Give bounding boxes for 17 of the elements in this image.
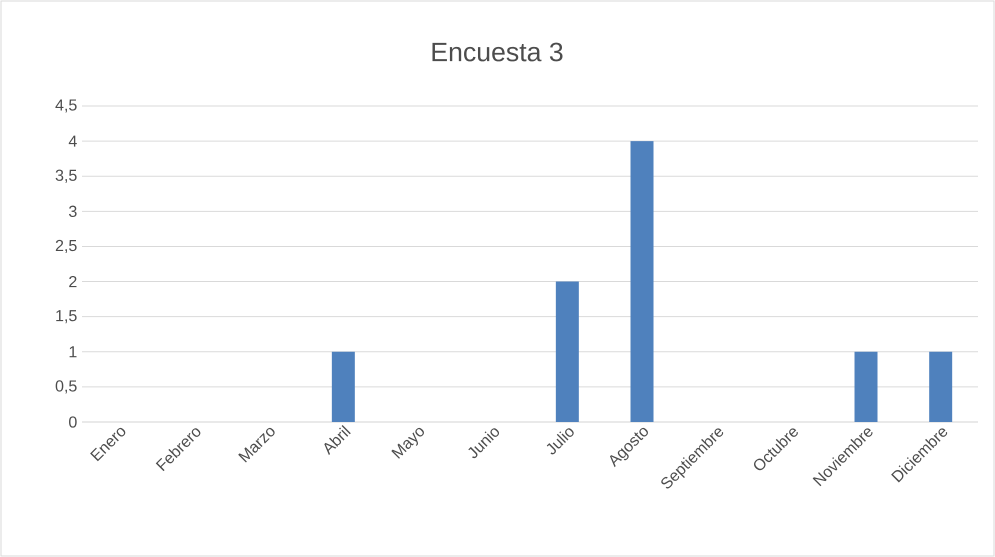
bar xyxy=(854,352,878,422)
bar xyxy=(332,352,355,422)
y-tick-label: 4,5 xyxy=(55,99,77,113)
y-tick-label: 0,5 xyxy=(56,380,77,394)
bar xyxy=(929,352,952,422)
bar xyxy=(630,141,654,422)
y-tick-label: 3,5 xyxy=(56,170,77,183)
y-tick-label: 4 xyxy=(68,136,77,147)
chart-title: Encuesta 3 xyxy=(432,42,563,62)
y-tick-label: 0 xyxy=(69,416,77,428)
y-tick-label: 1 xyxy=(70,346,77,358)
x-tick-label: Julio xyxy=(546,428,574,454)
y-tick-label: 2,5 xyxy=(56,240,77,254)
y-tick-label: 1,5 xyxy=(56,310,77,324)
y-tick-label: 3 xyxy=(69,206,77,217)
bar xyxy=(556,282,579,422)
y-tick-label: 2 xyxy=(69,276,76,288)
